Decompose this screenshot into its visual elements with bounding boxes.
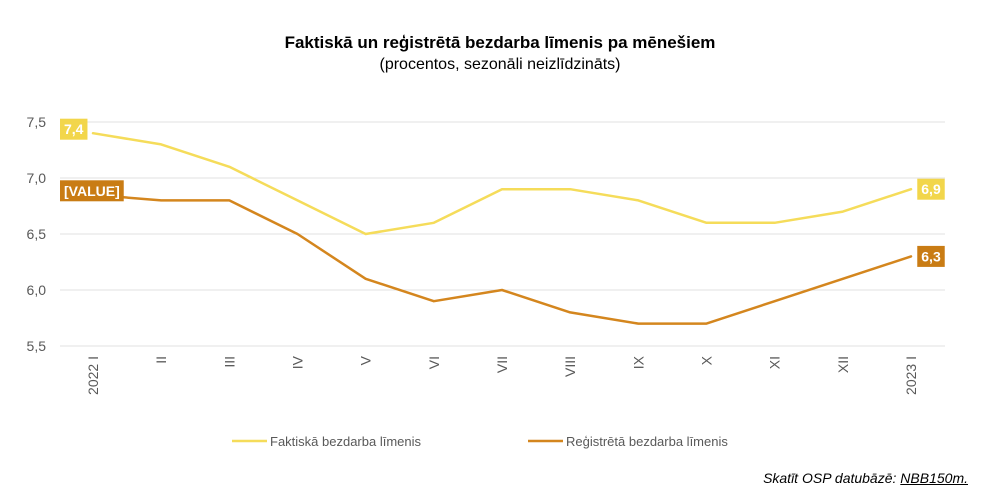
x-tick-label: XI: [767, 356, 783, 369]
x-tick-label: IX: [630, 355, 646, 369]
source-link[interactable]: NBB150m.: [900, 470, 968, 486]
data-label: [VALUE]: [60, 180, 124, 202]
data-label-text: 6,9: [921, 181, 941, 197]
legend-label: Reģistrētā bezdarba līmenis: [566, 434, 728, 449]
data-label: 6,3: [917, 245, 945, 267]
x-tick-label: 2023 I: [903, 356, 919, 395]
data-label-text: 7,4: [64, 121, 84, 137]
y-tick-label: 7,5: [27, 114, 47, 130]
y-tick-label: 6,5: [27, 226, 47, 242]
source-note: Skatīt OSP datubāzē: NBB150m.: [763, 470, 968, 486]
x-tick-label: II: [153, 356, 169, 364]
x-tick-label: III: [221, 356, 237, 368]
x-tick-label: V: [358, 355, 374, 365]
data-label-box: [917, 245, 945, 267]
x-axis-ticks: 2022 I II III IV V VI VII VIII IX X XI XII 2023 I: [85, 355, 919, 395]
y-tick-label: 6,0: [27, 282, 47, 298]
data-label-text: 6,3: [921, 248, 941, 264]
legend-label: Faktiskā bezdarba līmenis: [270, 434, 422, 449]
data-label-box: [60, 180, 124, 202]
series-line: [91, 193, 913, 325]
series-lines: [91, 131, 913, 325]
chart-title: Faktiskā un reģistrētā bezdarba līmenis …: [284, 33, 716, 52]
series-line: [91, 131, 913, 236]
x-tick-label: X: [699, 355, 715, 365]
x-tick-label: VI: [426, 356, 442, 369]
x-tick-label: 2022 I: [85, 356, 101, 395]
x-tick-label: VIII: [562, 356, 578, 377]
y-tick-label: 5,5: [27, 338, 47, 354]
x-tick-label: IV: [290, 355, 306, 369]
line-chart: 5,56,06,57,07,5 2022 I II III IV V VI VII VIII I…: [27, 114, 945, 449]
grid-lines: [60, 121, 945, 347]
data-label-text: [VALUE]: [64, 183, 120, 199]
legend: Faktiskā bezdarba līmenis Reģistrētā bezd…: [232, 434, 728, 449]
y-axis-ticks: 5,5 6,0 6,5 7,0 7,5: [27, 114, 47, 354]
data-labels: 7,4 6,9 [VALUE] 6,3: [60, 118, 945, 267]
data-label-box: [917, 178, 945, 200]
chart-subtitle: (procentos, sezonāli neizlīdzināts): [379, 56, 621, 73]
data-label-box: [60, 118, 88, 140]
source-prefix: Skatīt OSP datubāzē:: [763, 470, 901, 486]
x-tick-label: XII: [835, 356, 851, 373]
x-tick-label: VII: [494, 356, 510, 373]
data-label: 6,9: [917, 178, 945, 200]
y-tick-label: 7,0: [27, 170, 47, 186]
data-label: 7,4: [60, 118, 88, 140]
